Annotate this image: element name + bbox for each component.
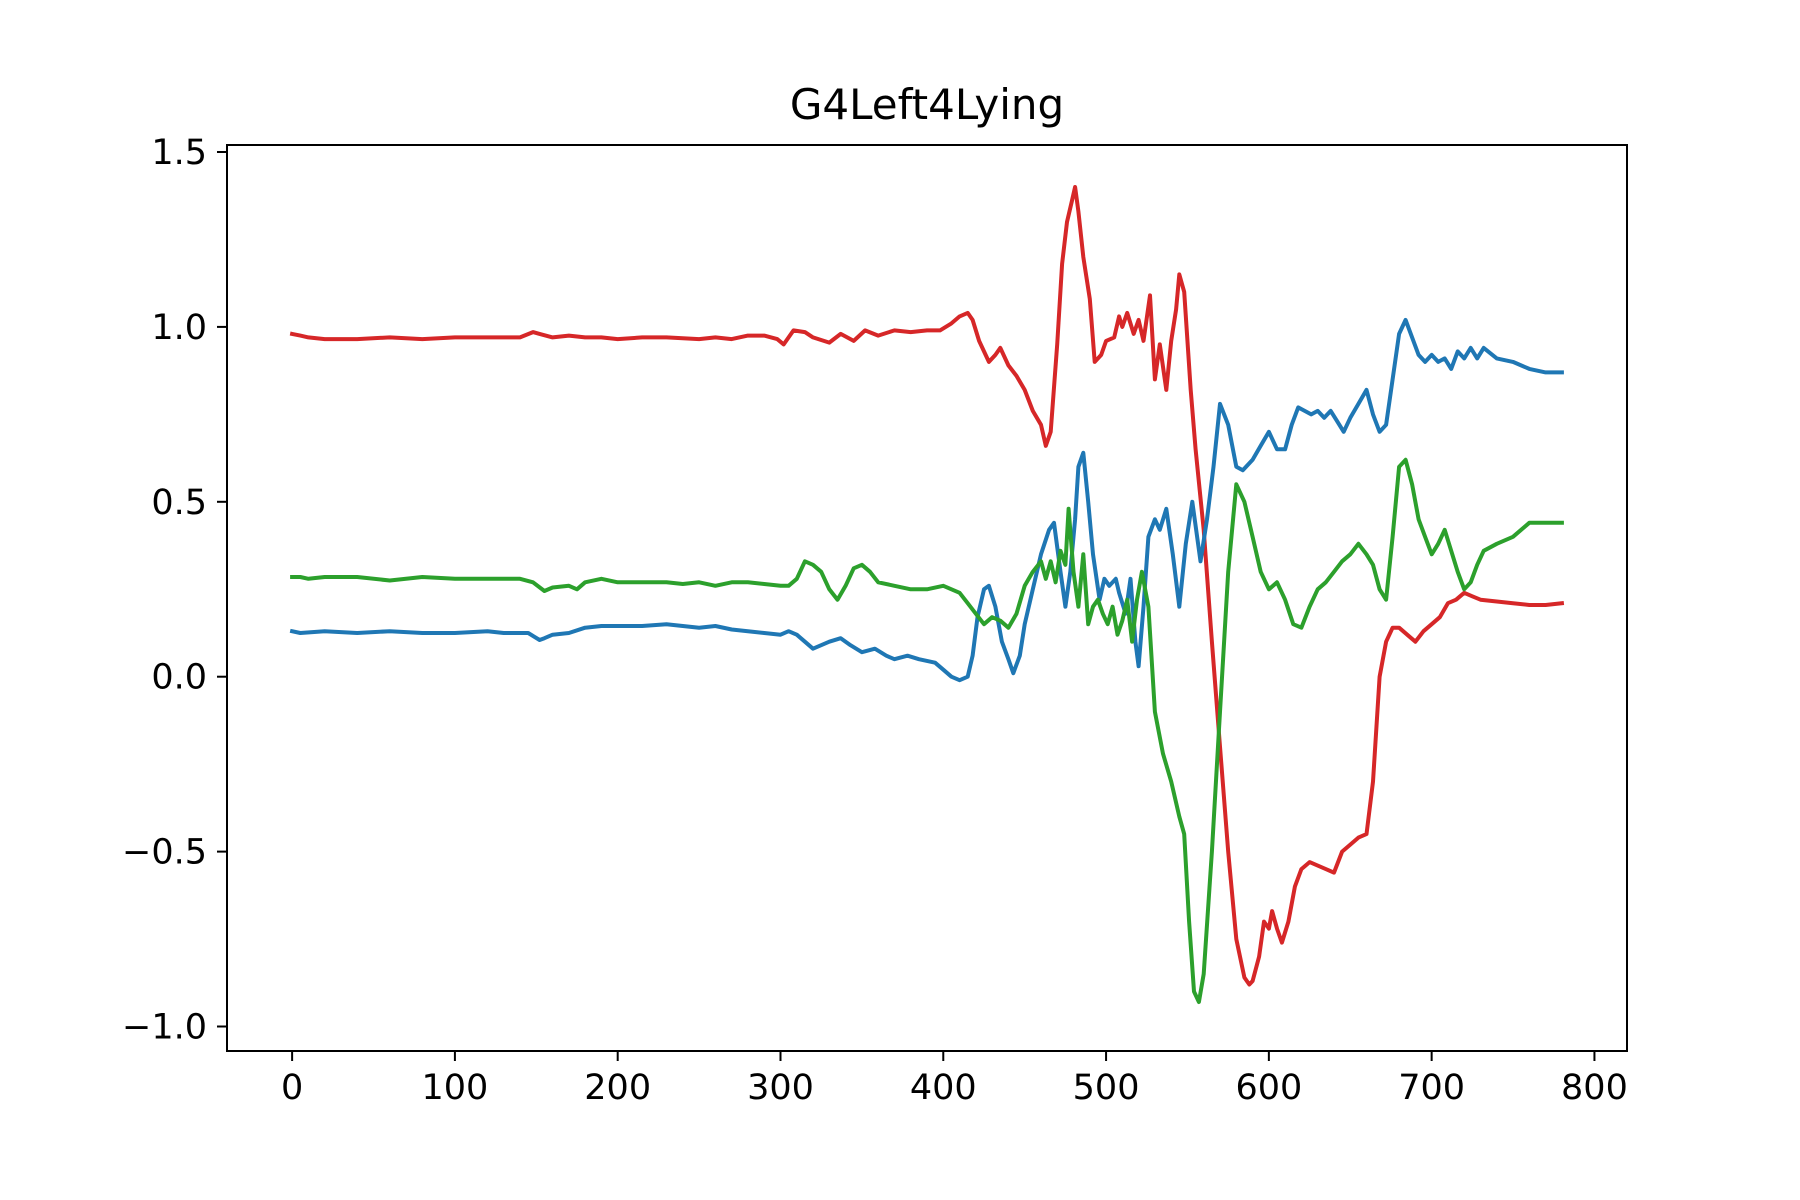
- chart-title: G4Left4Lying: [790, 80, 1064, 129]
- x-tick-label: 200: [584, 1068, 651, 1108]
- x-tick-label: 400: [910, 1068, 977, 1108]
- plot-frame: [226, 144, 1628, 1052]
- x-axis: 0 100 200 300 400 500 600 700 800: [281, 1051, 1628, 1108]
- x-tick-label: 600: [1235, 1068, 1302, 1108]
- y-tick-label: 0.5: [151, 483, 207, 523]
- y-tick-label: −1.0: [122, 1008, 207, 1048]
- y-tick-label: 1.5: [151, 133, 207, 173]
- y-tick-label: 1.0: [151, 308, 207, 348]
- x-tick-label: 100: [422, 1068, 489, 1108]
- y-tick-label: 0.0: [151, 658, 207, 698]
- x-tick-label: 800: [1561, 1068, 1628, 1108]
- x-tick-label: 700: [1398, 1068, 1465, 1108]
- y-tick-label: −0.5: [122, 833, 207, 873]
- series-line-1: [289, 185, 1565, 987]
- series-layer: [289, 185, 1565, 1004]
- x-tick-label: 500: [1073, 1068, 1140, 1108]
- y-axis: −1.0 −0.5 0.0 0.5 1.0 1.5: [122, 133, 227, 1048]
- series-line-2: [289, 317, 1564, 683]
- series-line-3: [290, 457, 1564, 1004]
- x-tick-label: 0: [281, 1068, 303, 1108]
- x-tick-label: 300: [747, 1068, 814, 1108]
